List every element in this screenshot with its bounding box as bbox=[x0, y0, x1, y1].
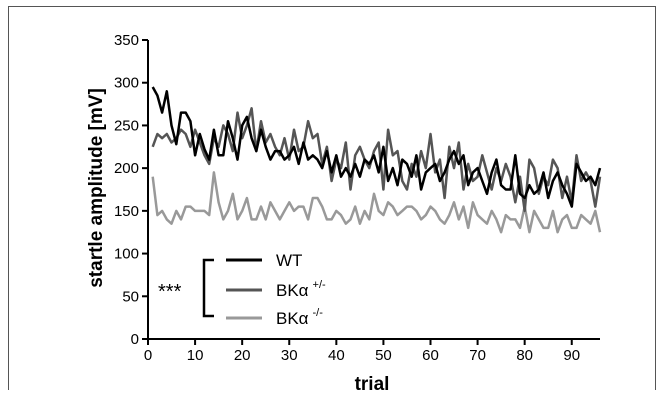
x-tick-label: 40 bbox=[328, 347, 345, 364]
series-line-0 bbox=[151, 86, 602, 208]
significance-bracket bbox=[202, 258, 214, 318]
legend-label-2: BKα -/- bbox=[276, 307, 323, 328]
y-tick-label: 350 bbox=[114, 32, 139, 49]
series-line-2 bbox=[151, 171, 602, 234]
x-tick-label: 50 bbox=[375, 347, 392, 364]
y-tick-label: 250 bbox=[114, 117, 139, 134]
x-axis-label: trial bbox=[355, 374, 390, 395]
y-tick-label: 150 bbox=[114, 203, 139, 220]
y-tick-label: 200 bbox=[114, 160, 139, 177]
x-tick-label: 10 bbox=[187, 347, 204, 364]
x-tick-label: 90 bbox=[563, 347, 580, 364]
significance-label: *** bbox=[158, 281, 182, 303]
legend: WT BKα +/- BKα -/- *** bbox=[158, 251, 326, 328]
x-tick-label: 70 bbox=[469, 347, 486, 364]
x-tick-label: 20 bbox=[234, 347, 251, 364]
axes: 0 50 100 150 200 250 300 350 0 10 20 30 40 50 60 70 80 90 bbox=[114, 32, 600, 364]
x-tick-label: 30 bbox=[281, 347, 298, 364]
x-tick-label: 80 bbox=[516, 347, 533, 364]
x-tick-label: 0 bbox=[144, 347, 152, 364]
y-tick-label: 300 bbox=[114, 75, 139, 92]
y-tick-label: 0 bbox=[131, 331, 139, 348]
y-axis-label: startle amplitude [mV] bbox=[86, 88, 107, 288]
x-tick-label: 60 bbox=[422, 347, 439, 364]
series-layer bbox=[151, 86, 602, 234]
figure-frame bbox=[8, 6, 656, 390]
legend-label-1: BKα +/- bbox=[276, 279, 326, 300]
y-tick-label: 100 bbox=[114, 246, 139, 263]
legend-label-0: WT bbox=[276, 251, 302, 270]
y-tick-label: 50 bbox=[122, 288, 139, 305]
